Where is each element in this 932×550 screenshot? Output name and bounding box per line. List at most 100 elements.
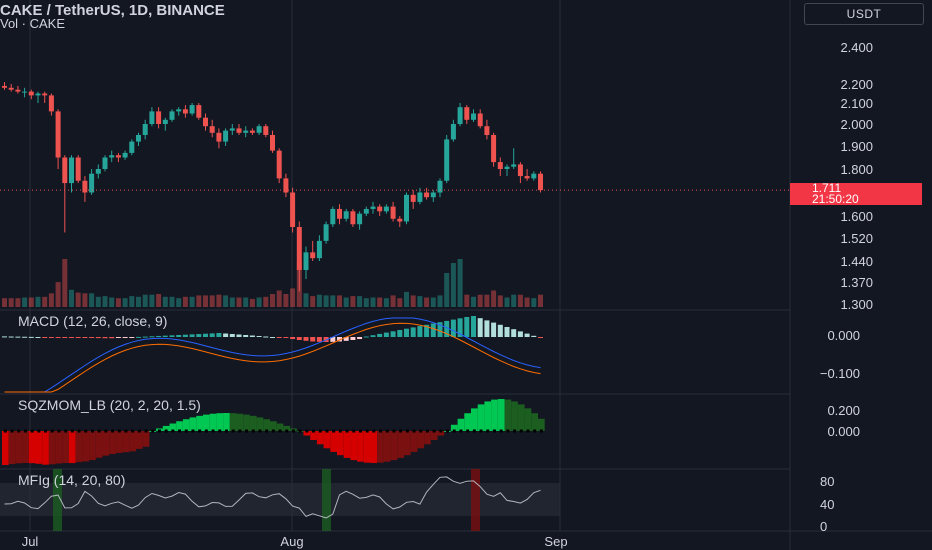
candle-body <box>203 117 208 127</box>
macd-histogram-bar <box>363 336 369 338</box>
volume-bar <box>270 294 275 307</box>
macd-histogram-bar <box>122 337 128 338</box>
time-axis-label: Aug <box>280 534 303 549</box>
macd-histogram-bar <box>136 336 141 338</box>
macd-histogram-bar <box>457 318 463 337</box>
squeeze-dot <box>492 429 496 433</box>
volume-bar <box>310 296 316 307</box>
volume-bar <box>89 293 95 307</box>
candle-body <box>437 180 443 193</box>
macd-histogram-bar <box>404 328 409 337</box>
candle-body <box>296 227 302 270</box>
squeeze-momentum-bar <box>8 431 16 465</box>
squeeze-momentum-bar <box>504 399 512 431</box>
macd-histogram-bar <box>477 318 483 337</box>
mfi-legend[interactable]: MFIg (14, 20, 80) <box>18 472 125 488</box>
squeeze-dot <box>231 429 235 433</box>
squeeze-dot <box>318 429 322 433</box>
mfi-line <box>4 476 541 519</box>
candle-body <box>491 135 497 163</box>
squeeze-momentum-bar <box>524 408 532 431</box>
volume-bar <box>42 296 48 307</box>
currency-selector[interactable]: USDT <box>804 3 924 25</box>
volume-legend[interactable]: Vol · CAKE <box>0 16 66 31</box>
sqzmom-legend[interactable]: SQZMOM_LB (20, 2, 20, 1.5) <box>18 397 201 413</box>
macd-histogram-bar <box>196 334 202 337</box>
squeeze-momentum-bar <box>223 413 230 431</box>
squeeze-momentum-bar <box>491 399 498 431</box>
volume-bar <box>491 290 497 307</box>
squeeze-momentum-bar <box>370 431 378 463</box>
squeeze-dot <box>312 429 316 433</box>
macd-histogram-bar <box>89 337 95 338</box>
squeeze-dot <box>513 429 517 433</box>
candle-body <box>48 95 54 112</box>
squeeze-dot <box>157 429 161 433</box>
squeeze-momentum-bar <box>209 413 217 431</box>
squeeze-dot <box>392 429 396 433</box>
candle-body <box>122 152 128 158</box>
volume-bar <box>363 298 369 307</box>
volume-bar <box>95 296 101 307</box>
squeeze-dot <box>399 429 403 433</box>
macd-legend[interactable]: MACD (12, 26, close, 9) <box>18 313 167 329</box>
squeeze-dot <box>171 429 175 433</box>
volume-bar <box>229 297 235 307</box>
squeeze-dot <box>178 429 182 433</box>
squeeze-momentum-bar <box>477 404 485 431</box>
candle-body <box>350 211 356 225</box>
macd-histogram-bar <box>316 337 322 342</box>
squeeze-momentum-bar <box>243 414 250 431</box>
squeeze-dot <box>44 429 48 433</box>
squeeze-dot <box>506 429 510 433</box>
volume-bar <box>303 293 309 307</box>
price-tick-label: 1.300 <box>840 297 873 312</box>
candle-body <box>457 107 463 124</box>
candle-body <box>357 213 363 225</box>
macd-histogram-bar <box>75 337 81 338</box>
squeeze-dot <box>164 429 168 433</box>
macd-histogram-bar <box>330 337 336 342</box>
macd-histogram-bar <box>263 336 269 338</box>
volume-bar <box>115 298 121 307</box>
squeeze-dot <box>251 429 255 433</box>
candle-body <box>303 252 309 270</box>
sqzmom-tick-label: 0.000 <box>827 424 860 439</box>
candle-body <box>263 126 269 135</box>
sqzmom-tick-label: −0.200 <box>820 0 860 3</box>
macd-histogram-bar <box>22 336 28 338</box>
volume-bar <box>357 296 363 307</box>
squeeze-momentum-bar <box>450 424 458 431</box>
signal-line <box>4 322 541 393</box>
candle-body <box>330 208 336 225</box>
candle-body <box>102 157 108 169</box>
squeeze-dot <box>124 429 128 433</box>
macd-histogram-bar <box>156 335 162 337</box>
macd-histogram-bar <box>343 337 349 341</box>
candle-body <box>223 130 229 142</box>
symbol-title[interactable]: CAKE / TetherUS, 1D, BINANCE <box>0 2 225 19</box>
macd-histogram-bar <box>149 336 155 338</box>
macd-histogram-bar <box>471 316 476 337</box>
mfi-title: MFIg (14, 20, 80) <box>18 472 126 488</box>
macd-histogram-bar <box>350 337 356 340</box>
macd-histogram-bar <box>48 337 54 338</box>
squeeze-dot <box>97 429 101 433</box>
squeeze-dot <box>117 429 121 433</box>
macd-histogram-bar <box>2 336 7 338</box>
volume-bar <box>69 289 74 307</box>
squeeze-momentum-bar <box>176 421 183 431</box>
squeeze-momentum-bar <box>263 419 270 431</box>
volume-bar <box>430 297 436 307</box>
squeeze-momentum-bar <box>404 431 411 456</box>
macd-histogram-bar <box>450 319 456 337</box>
volume-bar <box>223 295 229 307</box>
candle-body <box>55 111 61 158</box>
squeeze-momentum-bar <box>424 431 431 445</box>
squeeze-dot <box>271 429 275 433</box>
macd-histogram-bar <box>410 327 416 337</box>
candle-body <box>256 126 262 133</box>
macd-histogram-bar <box>437 322 443 337</box>
squeeze-dot <box>23 429 27 433</box>
